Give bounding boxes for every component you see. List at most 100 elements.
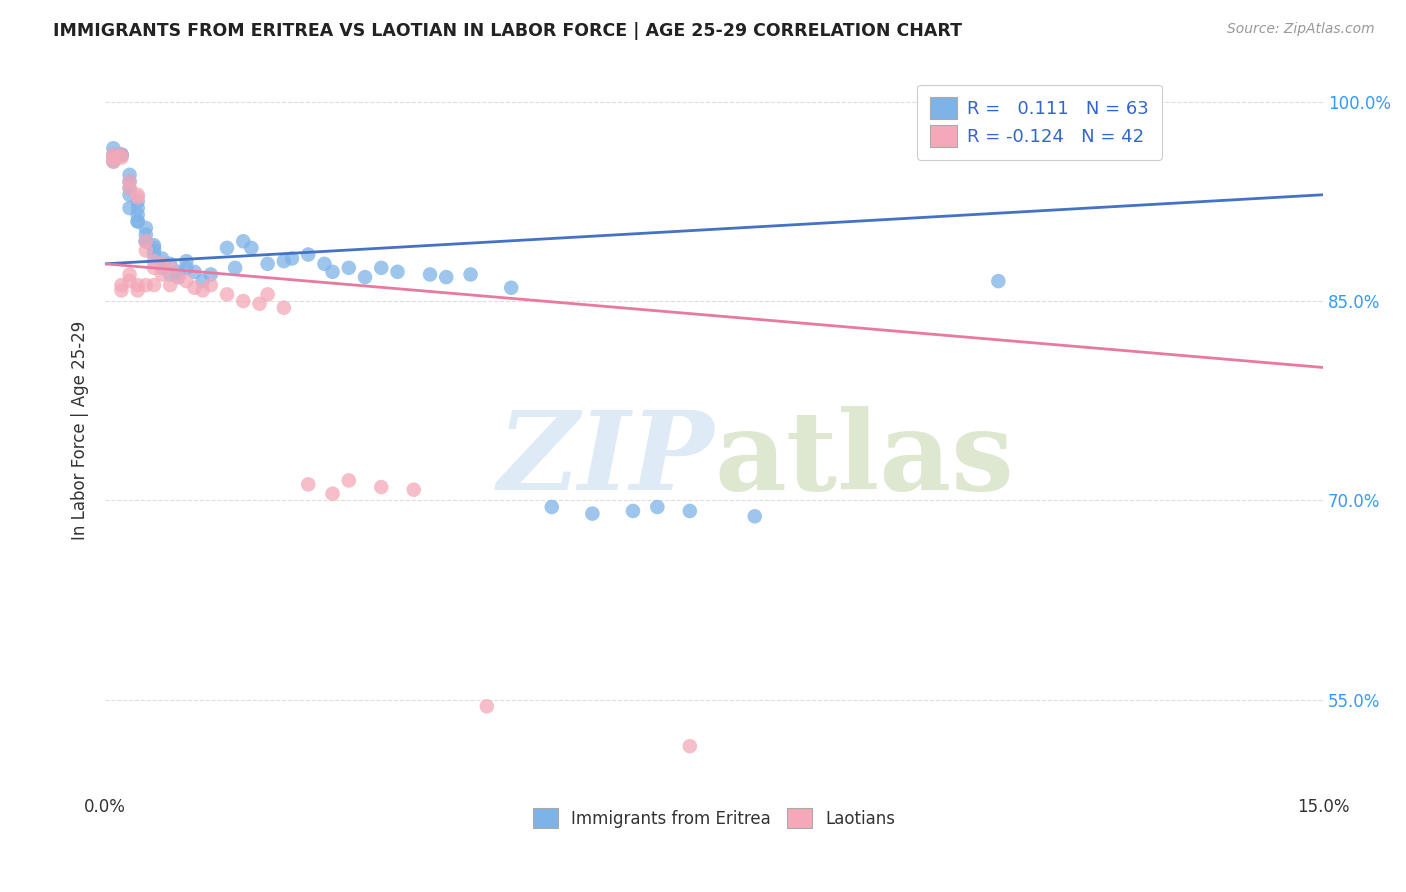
Point [142,238,165,252]
Text: Source: ZipAtlas.com: Source: ZipAtlas.com [1227,22,1375,37]
Point [127,284,149,298]
Point [127,214,149,228]
Text: ZIP: ZIP [498,406,714,513]
Point [337,474,360,488]
Point [110,148,132,162]
Point [987,274,1010,288]
Point [127,208,149,222]
Point [150,260,173,275]
Point [118,187,141,202]
Point [142,244,165,258]
Point [127,190,149,204]
Point [240,241,263,255]
Text: IMMIGRANTS FROM ERITREA VS LAOTIAN IN LABOR FORCE | AGE 25-29 CORRELATION CHART: IMMIGRANTS FROM ERITREA VS LAOTIAN IN LA… [53,22,963,40]
Point [215,241,238,255]
Point [135,221,157,235]
Point [142,247,165,261]
Point [249,296,271,310]
Point [118,274,141,288]
Point [215,287,238,301]
Point [337,260,360,275]
Point [150,257,173,271]
Point [679,739,702,753]
Point [232,293,254,308]
Point [150,268,173,282]
Point [232,234,254,248]
Point [647,500,669,514]
Legend: Immigrants from Eritrea, Laotians: Immigrants from Eritrea, Laotians [526,801,903,835]
Point [118,174,141,188]
Point [159,257,181,271]
Point [176,254,198,268]
Point [159,278,181,293]
Point [110,148,132,162]
Point [135,278,157,293]
Point [314,257,336,271]
Point [200,278,222,293]
Point [679,504,702,518]
Point [103,148,125,162]
Point [135,234,157,248]
Point [103,148,125,162]
Point [118,181,141,195]
Point [127,194,149,209]
Point [142,254,165,268]
Point [460,268,482,282]
Point [110,148,132,162]
Point [110,151,132,165]
Point [135,244,157,258]
Point [150,252,173,266]
Point [176,274,198,288]
Point [581,507,603,521]
Text: atlas: atlas [714,406,1014,513]
Point [135,234,157,248]
Point [191,274,214,288]
Point [419,268,441,282]
Point [127,214,149,228]
Point [621,504,644,518]
Point [183,281,205,295]
Point [127,187,149,202]
Point [103,151,125,165]
Point [434,270,457,285]
Point [159,268,181,282]
Point [167,270,190,285]
Point [281,252,304,266]
Point [191,284,214,298]
Point [224,260,246,275]
Point [744,509,766,524]
Point [540,500,562,514]
Point [103,154,125,169]
Point [110,148,132,162]
Point [150,257,173,271]
Point [273,254,295,268]
Point [118,181,141,195]
Point [110,148,132,162]
Point [167,265,190,279]
Point [322,265,344,279]
Point [110,148,132,162]
Point [273,301,295,315]
Point [110,284,132,298]
Point [322,486,344,500]
Point [118,268,141,282]
Point [118,201,141,215]
Point [103,154,125,169]
Point [118,168,141,182]
Point [127,278,149,293]
Point [159,260,181,275]
Point [200,268,222,282]
Point [127,201,149,215]
Point [142,278,165,293]
Point [176,260,198,275]
Point [110,278,132,293]
Point [297,247,319,261]
Point [501,281,523,295]
Point [297,477,319,491]
Point [142,241,165,255]
Point [475,699,498,714]
Y-axis label: In Labor Force | Age 25-29: In Labor Force | Age 25-29 [72,321,89,541]
Point [354,270,377,285]
Point [370,480,392,494]
Point [402,483,425,497]
